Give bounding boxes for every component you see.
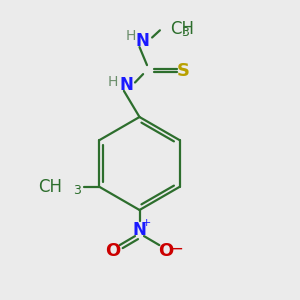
Text: 3: 3 [74, 184, 81, 197]
Text: +: + [141, 218, 151, 229]
Text: H: H [125, 29, 136, 43]
Text: O: O [106, 242, 121, 260]
Text: O: O [158, 242, 173, 260]
Text: CH: CH [170, 20, 194, 38]
Text: CH: CH [38, 178, 62, 196]
Text: N: N [136, 32, 149, 50]
Text: 3: 3 [182, 26, 189, 39]
Text: −: − [169, 240, 183, 258]
Text: H: H [108, 75, 118, 89]
Text: N: N [133, 221, 146, 239]
Text: N: N [119, 76, 133, 94]
Text: S: S [176, 61, 190, 80]
